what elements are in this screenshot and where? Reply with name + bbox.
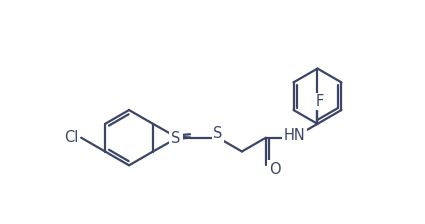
Text: N: N <box>171 130 181 144</box>
Text: HN: HN <box>283 128 306 143</box>
Text: S: S <box>171 131 181 146</box>
Text: Cl: Cl <box>64 130 78 145</box>
Text: O: O <box>269 162 280 177</box>
Text: F: F <box>315 94 323 109</box>
Text: S: S <box>213 126 223 141</box>
